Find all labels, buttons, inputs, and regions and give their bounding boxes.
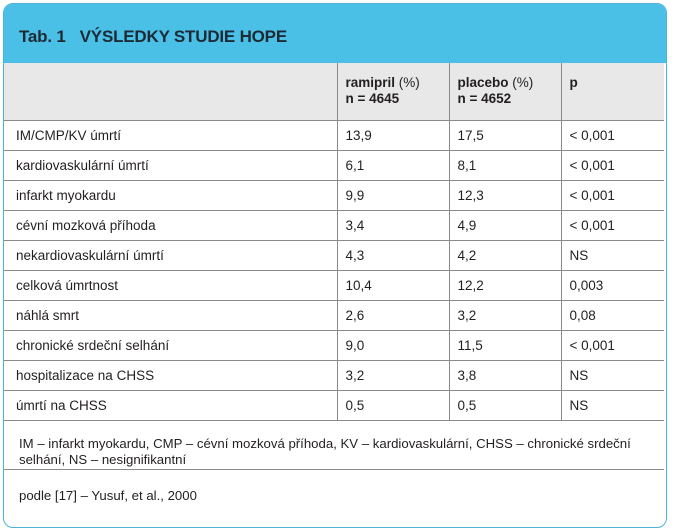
cell-placebo: 8,1 (448, 150, 561, 181)
table-title: Tab. 1 VÝSLEDKY STUDIE HOPE (19, 27, 287, 47)
row-label: celková úmrtnost (4, 270, 337, 301)
cell-placebo: 4,2 (448, 240, 561, 271)
cell-p: < 0,001 (560, 120, 664, 151)
cell-placebo: 11,5 (448, 330, 561, 361)
table-body: IM/CMP/KV úmrtí 13,9 17,5 < 0,001 kardiovask… (4, 120, 664, 421)
table-row: náhlá smrt 2,6 3,2 0,08 (4, 300, 664, 331)
table-number: Tab. 1 (19, 27, 66, 46)
cell-ramipril: 9,9 (336, 180, 449, 211)
cell-p: < 0,001 (560, 210, 664, 241)
header-row: ramipril (%) n = 4645 placebo (%) n = 46… (4, 63, 664, 121)
row-label: hospitalizace na CHSS (4, 360, 337, 391)
cell-p: NS (560, 360, 664, 391)
table-heading: VÝSLEDKY STUDIE HOPE (79, 27, 287, 46)
notes: IM – infarkt myokardu, CMP – cévní mozko… (19, 436, 659, 468)
cell-ramipril: 10,4 (336, 270, 449, 301)
cell-p: 0,08 (560, 300, 664, 331)
cell-ramipril: 4,3 (336, 240, 449, 271)
row-label: nekardiovaskulární úmrtí (4, 240, 337, 271)
table-row: kardiovaskulární úmrtí 6,1 8,1 < 0,001 (4, 150, 664, 181)
table-row: nekardiovaskulární úmrtí 4,3 4,2 NS (4, 240, 664, 271)
header-placebo-name: placebo (457, 75, 509, 90)
header-ramipril: ramipril (%) n = 4645 (336, 63, 449, 121)
header-placebo-n: n = 4652 (457, 91, 512, 106)
cell-p: NS (560, 390, 664, 421)
table-row: celková úmrtnost 10,4 12,2 0,003 (4, 270, 664, 301)
row-label: úmrtí na CHSS (4, 390, 337, 421)
cell-ramipril: 6,1 (336, 150, 449, 181)
cell-p: 0,003 (560, 270, 664, 301)
table-card: Tab. 1 VÝSLEDKY STUDIE HOPE ramipril (%) … (3, 3, 667, 528)
notes-divider (4, 469, 664, 470)
cell-placebo: 0,5 (448, 390, 561, 421)
cell-ramipril: 13,9 (336, 120, 449, 151)
table-row: infarkt myokardu 9,9 12,3 < 0,001 (4, 180, 664, 211)
results-table-wrap: ramipril (%) n = 4645 placebo (%) n = 46… (4, 63, 666, 421)
row-label: náhlá smrt (4, 300, 337, 331)
cell-p: < 0,001 (560, 150, 664, 181)
header-ramipril-unit: (%) (398, 75, 420, 90)
table-row: úmrtí na CHSS 0,5 0,5 NS (4, 390, 664, 421)
table-row: IM/CMP/KV úmrtí 13,9 17,5 < 0,001 (4, 120, 664, 151)
cell-placebo: 3,2 (448, 300, 561, 331)
table-row: cévní mozková příhoda 3,4 4,9 < 0,001 (4, 210, 664, 241)
cell-p: NS (560, 240, 664, 271)
cell-ramipril: 2,6 (336, 300, 449, 331)
cell-placebo: 12,3 (448, 180, 561, 211)
row-label: chronické srdeční selhání (4, 330, 337, 361)
cell-ramipril: 3,4 (336, 210, 449, 241)
header-p: p (560, 63, 664, 121)
header-placebo-unit: (%) (512, 75, 534, 90)
cell-ramipril: 9,0 (336, 330, 449, 361)
row-label: kardiovaskulární úmrtí (4, 150, 337, 181)
header-placebo: placebo (%) n = 4652 (448, 63, 561, 121)
table-row: hospitalizace na CHSS 3,2 3,8 NS (4, 360, 664, 391)
cell-placebo: 12,2 (448, 270, 561, 301)
row-label: IM/CMP/KV úmrtí (4, 120, 337, 151)
cell-p: < 0,001 (560, 180, 664, 211)
header-ramipril-name: ramipril (345, 75, 396, 90)
cell-placebo: 3,8 (448, 360, 561, 391)
source-note: podle [17] – Yusuf, et al., 2000 (19, 488, 197, 503)
header-ramipril-n: n = 4645 (345, 91, 400, 106)
row-label: cévní mozková příhoda (4, 210, 337, 241)
row-label: infarkt myokardu (4, 180, 337, 211)
cell-p: < 0,001 (560, 330, 664, 361)
header-empty (4, 63, 337, 121)
cell-placebo: 4,9 (448, 210, 561, 241)
table-row: chronické srdeční selhání 9,0 11,5 < 0,001 (4, 330, 664, 361)
cell-placebo: 17,5 (448, 120, 561, 151)
title-bar: Tab. 1 VÝSLEDKY STUDIE HOPE (4, 4, 666, 63)
cell-ramipril: 0,5 (336, 390, 449, 421)
abbreviations-note: IM – infarkt myokardu, CMP – cévní mozko… (19, 436, 631, 467)
cell-ramipril: 3,2 (336, 360, 449, 391)
results-table: ramipril (%) n = 4645 placebo (%) n = 46… (4, 63, 664, 421)
